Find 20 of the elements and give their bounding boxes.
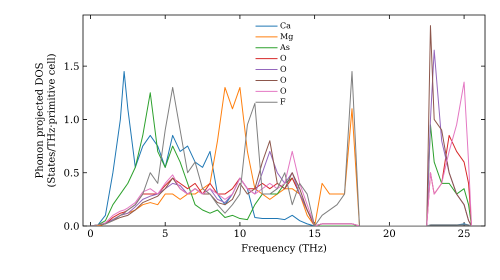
- x-tick-label: 15: [309, 230, 320, 238]
- legend-label: As: [280, 44, 290, 50]
- x-axis-title: Frequency (THz): [242, 244, 326, 254]
- y-tick-label: 0.0: [64, 222, 79, 230]
- x-tick-label: 0: [88, 230, 93, 238]
- x-tick-label: 20: [384, 230, 396, 238]
- y-tick-label: 1.5: [64, 62, 79, 70]
- legend-label: O: [280, 54, 286, 61]
- legend-label: O: [280, 88, 286, 94]
- legend-label: Ca: [280, 22, 291, 28]
- x-tick-label: 5: [162, 230, 168, 237]
- x-tick-label: 10: [234, 230, 246, 238]
- legend-label: F: [280, 98, 286, 104]
- x-tick-label: 25: [458, 230, 470, 238]
- legend-label: O: [280, 66, 286, 72]
- legend-label: O: [280, 76, 286, 83]
- y-tick-label: 1.0: [64, 116, 79, 124]
- y-tick-label: 0.5: [64, 168, 79, 176]
- y-axis-title: Phonon projected DOS (States/THz·primitive cell): [35, 54, 57, 187]
- legend-label: Mg: [280, 33, 294, 41]
